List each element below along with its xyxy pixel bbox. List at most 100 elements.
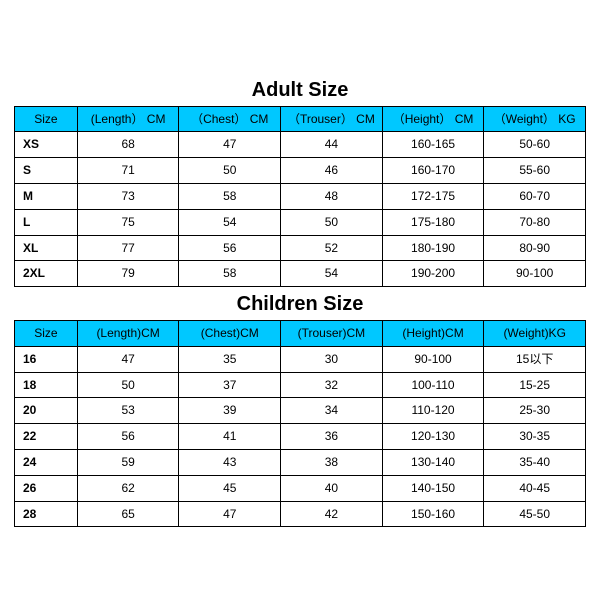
table-row: 26624540140-15040-45	[15, 475, 586, 501]
table-cell: M	[15, 183, 78, 209]
table-cell: 45	[179, 475, 281, 501]
table-row: 24594338130-14035-40	[15, 450, 586, 476]
table-row: 20533934110-12025-30	[15, 398, 586, 424]
col-length: (Length)CM	[77, 321, 179, 347]
table-cell: 40-45	[484, 475, 586, 501]
table-cell: 180-190	[382, 235, 484, 261]
table-cell: 160-170	[382, 158, 484, 184]
col-height: （Height） CM	[382, 106, 484, 132]
table-cell: 30-35	[484, 424, 586, 450]
col-height: (Height)CM	[382, 321, 484, 347]
col-chest: （Chest） CM	[179, 106, 281, 132]
table-cell: 50	[281, 209, 383, 235]
table-cell: 50	[179, 158, 281, 184]
table-cell: 120-130	[382, 424, 484, 450]
table-cell: 53	[77, 398, 179, 424]
table-cell: 90-100	[484, 261, 586, 287]
table-cell: XL	[15, 235, 78, 261]
table-cell: 47	[179, 132, 281, 158]
table-cell: 41	[179, 424, 281, 450]
table-row: XS684744160-16550-60	[15, 132, 586, 158]
table-cell: 140-150	[382, 475, 484, 501]
children-header-row: Size (Length)CM (Chest)CM (Trouser)CM (H…	[15, 321, 586, 347]
table-cell: 40	[281, 475, 383, 501]
table-cell: 54	[179, 209, 281, 235]
table-cell: 28	[15, 501, 78, 527]
children-table: Size (Length)CM (Chest)CM (Trouser)CM (H…	[14, 320, 586, 527]
table-cell: 130-140	[382, 450, 484, 476]
table-cell: 32	[281, 372, 383, 398]
table-cell: 47	[77, 346, 179, 372]
col-weight: （Weight） KG	[484, 106, 586, 132]
table-cell: 15-25	[484, 372, 586, 398]
table-cell: 16	[15, 346, 78, 372]
table-cell: 37	[179, 372, 281, 398]
children-title: Children Size	[14, 293, 586, 316]
table-cell: 59	[77, 450, 179, 476]
table-cell: 52	[281, 235, 383, 261]
table-cell: 26	[15, 475, 78, 501]
size-chart: Adult Size Size (Length） CM （Chest） CM （…	[14, 73, 586, 528]
table-cell: S	[15, 158, 78, 184]
table-cell: 71	[77, 158, 179, 184]
col-trouser: (Trouser)CM	[281, 321, 383, 347]
table-cell: 56	[77, 424, 179, 450]
table-cell: L	[15, 209, 78, 235]
table-cell: 60-70	[484, 183, 586, 209]
table-cell: 79	[77, 261, 179, 287]
table-cell: 73	[77, 183, 179, 209]
adult-table: Size (Length） CM （Chest） CM （Trouser） CM…	[14, 106, 586, 288]
table-cell: 46	[281, 158, 383, 184]
table-cell: 39	[179, 398, 281, 424]
table-row: 18503732100-11015-25	[15, 372, 586, 398]
table-cell: 68	[77, 132, 179, 158]
table-cell: 25-30	[484, 398, 586, 424]
table-cell: 30	[281, 346, 383, 372]
table-cell: 43	[179, 450, 281, 476]
col-trouser: （Trouser） CM	[281, 106, 383, 132]
col-size: Size	[15, 321, 78, 347]
table-cell: 90-100	[382, 346, 484, 372]
table-cell: 36	[281, 424, 383, 450]
table-row: S715046160-17055-60	[15, 158, 586, 184]
table-cell: 42	[281, 501, 383, 527]
col-weight: (Weight)KG	[484, 321, 586, 347]
table-row: 22564136120-13030-35	[15, 424, 586, 450]
table-cell: 24	[15, 450, 78, 476]
table-row: 28654742150-16045-50	[15, 501, 586, 527]
table-cell: 45-50	[484, 501, 586, 527]
table-cell: 80-90	[484, 235, 586, 261]
adult-title: Adult Size	[14, 79, 586, 102]
table-cell: 54	[281, 261, 383, 287]
table-cell: XS	[15, 132, 78, 158]
table-cell: 70-80	[484, 209, 586, 235]
table-cell: 175-180	[382, 209, 484, 235]
table-cell: 35	[179, 346, 281, 372]
table-cell: 34	[281, 398, 383, 424]
table-cell: 62	[77, 475, 179, 501]
col-size: Size	[15, 106, 78, 132]
col-chest: (Chest)CM	[179, 321, 281, 347]
table-cell: 100-110	[382, 372, 484, 398]
table-cell: 190-200	[382, 261, 484, 287]
table-cell: 35-40	[484, 450, 586, 476]
table-row: M735848172-17560-70	[15, 183, 586, 209]
table-row: 1647353090-10015以下	[15, 346, 586, 372]
table-cell: 48	[281, 183, 383, 209]
table-cell: 22	[15, 424, 78, 450]
table-cell: 47	[179, 501, 281, 527]
table-cell: 55-60	[484, 158, 586, 184]
table-cell: 160-165	[382, 132, 484, 158]
table-cell: 58	[179, 261, 281, 287]
adult-header-row: Size (Length） CM （Chest） CM （Trouser） CM…	[15, 106, 586, 132]
table-cell: 65	[77, 501, 179, 527]
table-cell: 77	[77, 235, 179, 261]
table-cell: 58	[179, 183, 281, 209]
table-cell: 50	[77, 372, 179, 398]
table-cell: 50-60	[484, 132, 586, 158]
table-row: XL775652180-19080-90	[15, 235, 586, 261]
table-cell: 18	[15, 372, 78, 398]
table-cell: 15以下	[484, 346, 586, 372]
table-row: L755450175-18070-80	[15, 209, 586, 235]
table-cell: 44	[281, 132, 383, 158]
